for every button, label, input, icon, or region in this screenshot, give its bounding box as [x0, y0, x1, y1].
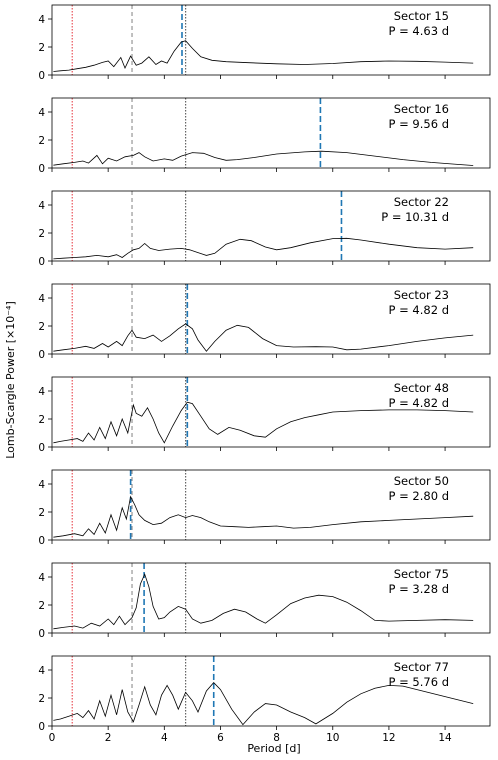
- y-tick-label: 4: [38, 386, 45, 398]
- y-tick-label: 2: [38, 42, 45, 54]
- periodogram-line: [53, 323, 474, 352]
- periodogram-line: [53, 237, 474, 260]
- period-label: P = 4.63 d: [389, 24, 449, 38]
- period-label: P = 5.76 d: [389, 675, 449, 689]
- panel-1: 0 2 4 Sector 15P = 4.63 d: [38, 4, 491, 82]
- y-tick-label: 0: [38, 70, 45, 82]
- panel-frame: [51, 4, 491, 76]
- y-axis-label: Lomb-Scargle Power [×10⁻⁴]: [4, 301, 17, 459]
- sector-label: Sector 77: [394, 660, 449, 674]
- panel-frame: [51, 97, 491, 169]
- panels: 0 2 4 Sector 15P = 4.63 d 0 2 4 Sector 16P = 9.…: [38, 4, 491, 744]
- panel-frame: [51, 376, 491, 448]
- y-tick-label: 0: [38, 256, 45, 268]
- panel-4: 0 2 4 Sector 23P = 4.82 d: [38, 283, 491, 361]
- y-tick-label: 4: [38, 200, 45, 212]
- y-tick-label: 4: [38, 14, 45, 26]
- y-tick-label: 4: [38, 479, 45, 491]
- y-tick-label: 2: [38, 135, 45, 147]
- periodogram-line: [53, 682, 474, 726]
- period-label: P = 9.56 d: [389, 117, 449, 131]
- panel-frame: [51, 190, 491, 262]
- panel-3: 0 2 4 Sector 22P = 10.31 d: [38, 190, 491, 268]
- y-tick-label: 0: [38, 535, 45, 547]
- panel-5: 0 2 4 Sector 48P = 4.82 d: [38, 376, 491, 454]
- panel-2: 0 2 4 Sector 16P = 9.56 d: [38, 97, 491, 175]
- x-tick-label: 6: [217, 732, 224, 744]
- periodogram-line: [53, 401, 474, 444]
- x-tick-label: 8: [273, 732, 280, 744]
- panel-8: 0 2 4 0 2 4 6 8 10 12 14 Sector 77P = 5.76 d: [38, 655, 491, 744]
- panel-6: 0 2 4 Sector 50P = 2.80 d: [38, 469, 491, 547]
- y-tick-label: 0: [38, 628, 45, 640]
- y-tick-label: 2: [38, 600, 45, 612]
- y-tick-label: 2: [38, 228, 45, 240]
- x-tick-label: 12: [382, 732, 395, 744]
- x-tick-label: 2: [105, 732, 112, 744]
- periodogram-line: [53, 150, 474, 166]
- sector-label: Sector 23: [394, 288, 449, 302]
- y-tick-label: 4: [38, 572, 45, 584]
- sector-label: Sector 16: [394, 102, 449, 116]
- panel-frame: [51, 655, 491, 727]
- sector-label: Sector 50: [394, 474, 449, 488]
- y-tick-label: 2: [38, 414, 45, 426]
- periodogram-line: [53, 495, 474, 538]
- periodogram-line: [53, 573, 474, 630]
- y-tick-label: 0: [38, 442, 45, 454]
- y-tick-label: 4: [38, 293, 45, 305]
- period-label: P = 4.82 d: [389, 396, 449, 410]
- sector-label: Sector 15: [394, 9, 449, 23]
- x-tick-label: 10: [326, 732, 339, 744]
- y-tick-label: 4: [38, 665, 45, 677]
- x-tick-label: 0: [49, 732, 56, 744]
- panel-frame: [51, 283, 491, 355]
- y-tick-label: 2: [38, 321, 45, 333]
- panel-7: 0 2 4 Sector 75P = 3.28 d: [38, 562, 491, 640]
- period-label: P = 4.82 d: [389, 303, 449, 317]
- sector-label: Sector 48: [394, 381, 449, 395]
- y-tick-label: 0: [38, 349, 45, 361]
- x-tick-label: 14: [438, 732, 452, 744]
- period-label: P = 10.31 d: [381, 210, 449, 224]
- period-label: P = 3.28 d: [389, 582, 449, 596]
- period-label: P = 2.80 d: [389, 489, 449, 503]
- y-tick-label: 4: [38, 107, 45, 119]
- sector-label: Sector 22: [394, 195, 449, 209]
- y-tick-label: 0: [38, 721, 45, 733]
- x-axis-label: Period [d]: [247, 742, 300, 755]
- x-tick-label: 4: [161, 732, 168, 744]
- y-tick-label: 0: [38, 163, 45, 175]
- panel-frame: [51, 562, 491, 634]
- periodogram-line: [53, 40, 474, 72]
- y-tick-label: 2: [38, 693, 45, 705]
- y-tick-label: 2: [38, 507, 45, 519]
- panel-frame: [51, 469, 491, 541]
- sector-label: Sector 75: [394, 567, 449, 581]
